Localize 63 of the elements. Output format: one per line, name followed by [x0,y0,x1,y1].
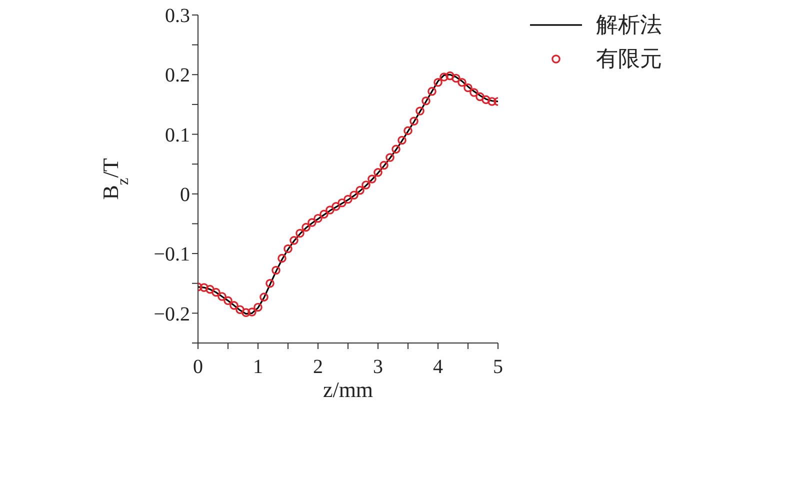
point [398,136,406,145]
point [368,174,376,184]
point [374,168,382,177]
point [278,254,286,263]
point [392,144,400,154]
point [206,284,214,294]
point [428,86,436,96]
x-tick-label: 5 [493,356,503,378]
y-tick-label: 0.1 [165,124,190,146]
point [320,210,328,219]
point [416,106,424,116]
point [308,218,316,227]
point [464,83,472,92]
point [380,160,388,170]
point [434,78,442,87]
point [290,236,298,245]
point [266,278,274,288]
point [458,78,466,87]
x-tick-label: 3 [373,356,383,378]
y-tick-label: −0.1 [154,244,190,266]
point [386,153,394,162]
point [296,228,304,238]
point [476,92,484,102]
point [260,292,268,302]
point [302,222,310,232]
y-tick-label: 0.3 [165,5,190,28]
legend-label: 解析法 [596,11,662,39]
point [272,266,280,275]
point [284,244,292,254]
y-tick-label: 0.2 [165,64,190,87]
point [248,308,256,316]
legend-label: 有限元 [596,45,662,73]
point [440,72,448,82]
point [326,206,334,214]
point [224,296,232,306]
point [338,198,346,208]
x-tick-label: 4 [433,356,443,378]
x-axis-title: z/mm [322,377,374,402]
point [254,302,262,312]
point [236,305,244,314]
point [332,202,340,211]
point [314,214,322,223]
y-tick-label: −0.2 [154,303,190,326]
point [482,95,490,104]
point [404,126,412,136]
y-tick-label: 0 [180,184,190,206]
point [446,71,454,80]
x-tick-label: 2 [313,356,323,378]
point [356,186,364,195]
point [410,116,418,126]
point [422,96,430,106]
point [242,308,250,317]
point [350,190,358,200]
point [230,301,238,310]
x-tick-label: 1 [253,356,263,378]
point [452,74,460,83]
point [344,194,352,204]
point [362,180,370,190]
point [470,88,478,97]
point [218,292,226,301]
point [200,283,208,292]
point [488,97,496,106]
point [212,288,220,297]
